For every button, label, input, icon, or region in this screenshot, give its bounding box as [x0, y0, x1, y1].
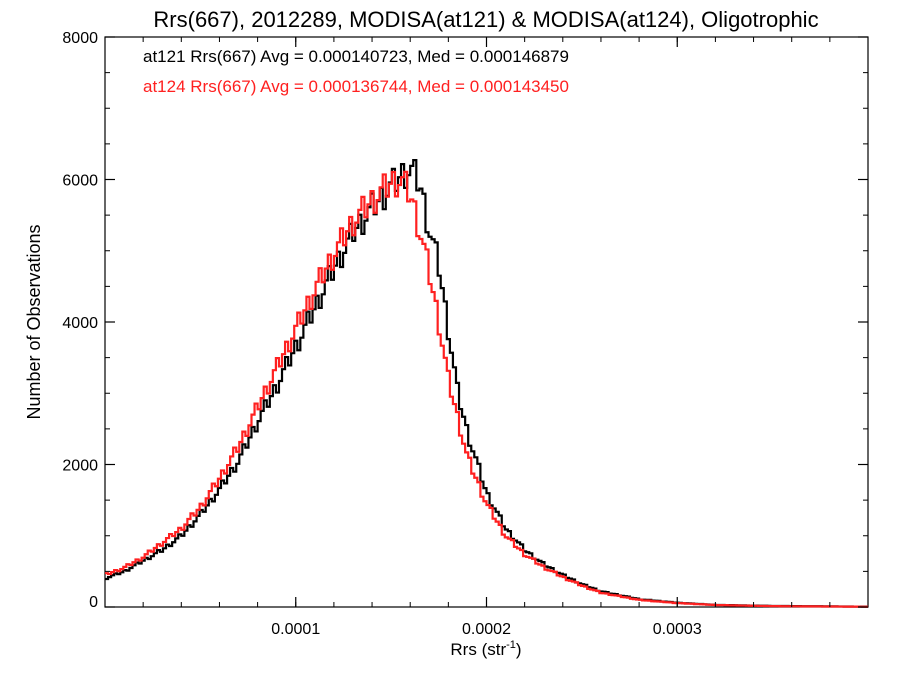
y-tick-label: 4000 — [62, 315, 98, 332]
y-tick-label: 2000 — [62, 458, 98, 475]
x-tick-label: 0.0003 — [653, 621, 702, 638]
x-tick-label: 0.0001 — [271, 621, 320, 638]
ticks-layer: 0 2000 4000 6000 8000 0.0001 0.0002 0.0003 — [62, 30, 868, 638]
annotation-at121: at121 Rrs(667) Avg = 0.000140723, Med = … — [143, 47, 569, 66]
x-axis-label: Rrs (str-1) — [450, 639, 521, 659]
y-tick-label: 6000 — [62, 173, 98, 190]
plot-frame — [104, 36, 869, 608]
series-line-0 — [105, 159, 868, 608]
y-axis-label: Number of Observations — [24, 224, 44, 419]
series-line-1 — [105, 170, 868, 608]
x-tick-label: 0.0002 — [462, 621, 511, 638]
y-tick-label: 0 — [89, 594, 98, 611]
y-tick-label: 8000 — [62, 30, 98, 47]
series-layer — [105, 159, 868, 608]
annotation-at124: at124 Rrs(667) Avg = 0.000136744, Med = … — [143, 77, 569, 96]
chart-title: Rrs(667), 2012289, MODISA(at121) & MODIS… — [153, 7, 818, 32]
